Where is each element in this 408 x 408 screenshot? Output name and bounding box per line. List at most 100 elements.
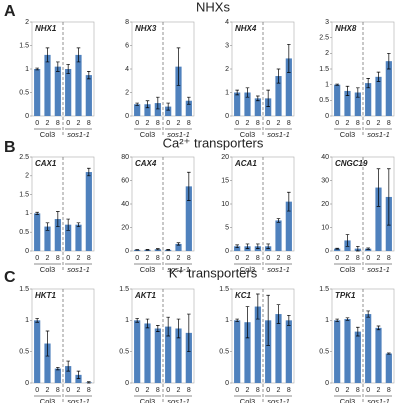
x-tick-label: 2 [177,255,181,262]
x-tick-label: 2 [146,255,150,262]
x-tick-label: 0 [335,255,339,262]
y-tick-label: 0.5 [19,349,29,356]
bar [386,354,392,383]
section-title: NHXs [196,0,230,14]
bar [86,172,92,251]
y-tick-label: 1 [25,210,29,217]
y-tick-label: 6 [125,42,129,49]
bar [365,314,371,383]
y-tick-label: 10 [221,201,229,208]
bar [375,77,381,116]
y-tick-label: 1.5 [119,286,129,293]
x-tick-label: 0 [235,255,239,262]
group-label: sos1-1 [67,397,90,403]
x-tick-label: 8 [387,387,391,394]
chart-title: AKT1 [134,291,156,300]
y-tick-label: 0 [125,248,129,255]
y-tick-label: 2 [25,173,29,180]
y-tick-label: 30 [321,177,329,184]
y-tick-label: 1 [25,317,29,324]
group-label: sos1-1 [167,265,190,274]
bar [355,332,361,383]
x-tick-label: 8 [356,387,360,394]
x-tick-label: 0 [135,120,139,127]
x-tick-label: 0 [266,255,270,262]
x-tick-label: 0 [66,255,70,262]
chart-title: CAX4 [135,159,157,168]
y-tick-label: 1 [325,82,329,89]
group-label: sos1-1 [167,397,190,403]
group-label: Col3 [340,130,355,139]
x-tick-label: 2 [346,255,350,262]
x-tick-label: 2 [177,120,181,127]
x-tick-label: 2 [377,255,381,262]
x-tick-label: 2 [246,120,250,127]
group-label: Col3 [40,130,55,139]
y-tick-label: 2 [225,66,229,73]
y-tick-label: 10 [321,224,329,231]
y-tick-label: 0 [25,113,29,120]
bar [55,67,61,116]
y-tick-label: 80 [121,154,129,161]
bar [55,369,61,383]
group-label: Col3 [140,265,155,274]
bar [234,320,240,383]
x-tick-label: 2 [246,255,250,262]
x-tick-label: 0 [266,120,270,127]
y-tick-label: 2.5 [319,35,329,42]
bar [344,319,350,383]
chart-title: NHX8 [335,24,357,33]
group-label: sos1-1 [167,130,190,139]
x-tick-label: 0 [166,120,170,127]
bar [334,320,340,383]
x-tick-label: 0 [335,387,339,394]
y-tick-label: 1 [225,317,229,324]
bar [75,225,81,251]
y-tick-label: 0.5 [119,349,129,356]
y-tick-label: 60 [121,177,129,184]
x-tick-label: 2 [146,387,150,394]
y-tick-label: 1.5 [319,286,329,293]
bar [334,85,340,116]
x-tick-label: 2 [146,120,150,127]
x-tick-label: 0 [335,120,339,127]
chart-title: HKT1 [35,291,56,300]
bar [86,75,92,116]
bar [155,328,161,383]
y-tick-label: 2 [125,89,129,96]
bar [34,213,40,251]
x-tick-label: 0 [166,255,170,262]
group-label: sos1-1 [267,397,290,403]
y-tick-label: 0 [325,248,329,255]
y-tick-label: 1.5 [19,42,29,49]
x-tick-label: 8 [87,387,91,394]
chart-title: KC1 [235,291,252,300]
y-tick-label: 0 [325,380,329,387]
x-tick-label: 0 [235,120,239,127]
y-tick-label: 1.5 [19,286,29,293]
y-tick-label: 0 [225,380,229,387]
x-tick-label: 8 [187,120,191,127]
x-tick-label: 0 [266,387,270,394]
y-tick-label: 20 [221,154,229,161]
y-tick-label: 2 [325,50,329,57]
bar [286,320,292,383]
group-label: Col3 [240,397,255,403]
x-tick-label: 8 [287,120,291,127]
y-tick-label: 40 [321,154,329,161]
bar [275,314,281,383]
x-tick-label: 8 [187,387,191,394]
x-tick-label: 0 [35,120,39,127]
x-tick-label: 2 [46,255,50,262]
y-tick-label: 0 [225,113,229,120]
x-tick-label: 2 [77,120,81,127]
bar [75,55,81,116]
x-tick-label: 8 [156,255,160,262]
group-label: sos1-1 [367,130,390,139]
x-tick-label: 8 [187,255,191,262]
x-tick-label: 8 [387,255,391,262]
x-tick-label: 0 [366,387,370,394]
x-tick-label: 2 [277,120,281,127]
y-tick-label: 15 [221,177,229,184]
x-tick-label: 2 [377,120,381,127]
